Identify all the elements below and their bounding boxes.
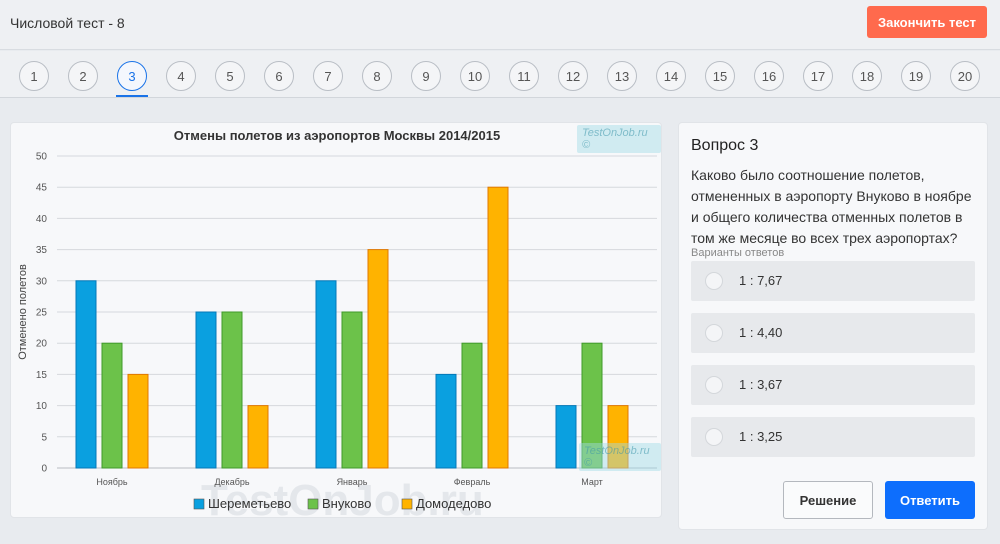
- bar: [367, 249, 389, 469]
- bar: [101, 342, 123, 469]
- y-tick-label: 45: [36, 183, 48, 194]
- x-tick-label: Декабрь: [214, 477, 249, 487]
- question-nav-item[interactable]: 10: [460, 61, 490, 91]
- question-nav-item[interactable]: 15: [705, 61, 735, 91]
- x-tick-label: Январь: [337, 477, 368, 487]
- finish-test-button[interactable]: Закончить тест: [867, 6, 987, 38]
- legend-label: Внуково: [322, 496, 371, 511]
- legend-swatch: [401, 498, 413, 510]
- question-nav-item[interactable]: 4: [166, 61, 196, 91]
- bar: [435, 373, 457, 469]
- y-tick-label: 5: [41, 432, 47, 443]
- answer-option[interactable]: 1 : 3,67: [691, 365, 975, 405]
- legend-label: Шереметьево: [208, 496, 291, 511]
- bar: [487, 186, 509, 469]
- bar: [555, 405, 577, 469]
- question-nav-item[interactable]: 9: [411, 61, 441, 91]
- watermark-badge-bottom: TestOnJob.ru ©: [579, 443, 661, 471]
- question-nav-item[interactable]: 17: [803, 61, 833, 91]
- question-nav-item[interactable]: 5: [215, 61, 245, 91]
- question-nav-item[interactable]: 14: [656, 61, 686, 91]
- legend-swatch: [307, 498, 319, 510]
- y-axis-label: Отменено полетов: [17, 264, 29, 360]
- y-tick-label: 15: [36, 370, 48, 381]
- submit-answer-button[interactable]: Ответить: [885, 481, 975, 519]
- bar: [127, 373, 149, 469]
- bar: [315, 280, 337, 469]
- radio-button[interactable]: [705, 324, 723, 342]
- y-tick-label: 30: [36, 276, 48, 287]
- question-nav-item[interactable]: 1: [19, 61, 49, 91]
- question-nav-item[interactable]: 19: [901, 61, 931, 91]
- question-title: Вопрос 3: [691, 137, 759, 154]
- top-bar: Числовой тест - 8 Закончить тест: [0, 0, 1000, 50]
- answer-text: 1 : 3,67: [739, 377, 783, 392]
- bar: [195, 311, 217, 469]
- question-nav-item[interactable]: 18: [852, 61, 882, 91]
- watermark-badge-top: TestOnJob.ru ©: [577, 125, 661, 153]
- bar-chart: TestOnJob.ru Отмены полетов из аэропортов…: [17, 128, 657, 518]
- y-tick-label: 10: [36, 401, 48, 412]
- y-tick-label: 25: [36, 308, 48, 319]
- question-panel: Вопрос 3 Каково было соотношение полетов…: [678, 122, 988, 530]
- answer-option[interactable]: 1 : 7,67: [691, 261, 975, 301]
- question-nav-item[interactable]: 6: [264, 61, 294, 91]
- variants-label: Варианты ответов: [691, 247, 785, 259]
- active-question-underline: [116, 95, 148, 97]
- question-nav-item[interactable]: 7: [313, 61, 343, 91]
- question-nav: 1 2 3 4 5 6 7 8 9 10 11 12 13 14 15 16 17 18 19 20: [0, 51, 1000, 98]
- question-nav-item[interactable]: 20: [950, 61, 980, 91]
- answer-text: 1 : 7,67: [739, 273, 783, 288]
- x-tick-label: Февраль: [454, 477, 491, 487]
- answer-text: 1 : 3,25: [739, 429, 783, 444]
- bar: [581, 342, 603, 469]
- answer-text: 1 : 4,40: [739, 325, 783, 340]
- bar: [75, 280, 97, 469]
- question-nav-item[interactable]: 8: [362, 61, 392, 91]
- answer-option[interactable]: 1 : 4,40: [691, 313, 975, 353]
- legend-swatch: [193, 498, 205, 510]
- legend-label: Домодедово: [416, 496, 491, 511]
- x-tick-label: Ноябрь: [96, 477, 128, 487]
- question-nav-item[interactable]: 2: [68, 61, 98, 91]
- bar: [341, 311, 363, 469]
- x-tick-label: Март: [581, 477, 603, 487]
- bar: [221, 311, 243, 469]
- y-tick-label: 50: [36, 152, 48, 163]
- test-title: Числовой тест - 8: [10, 15, 125, 31]
- y-tick-label: 35: [36, 245, 48, 256]
- radio-button[interactable]: [705, 376, 723, 394]
- y-tick-label: 20: [36, 339, 48, 350]
- question-nav-item[interactable]: 3: [117, 61, 147, 91]
- question-nav-item[interactable]: 13: [607, 61, 637, 91]
- y-tick-label: 0: [41, 464, 47, 475]
- bar: [607, 405, 629, 469]
- answer-option[interactable]: 1 : 3,25: [691, 417, 975, 457]
- bar: [247, 405, 269, 469]
- bar: [461, 342, 483, 469]
- radio-button[interactable]: [705, 272, 723, 290]
- chart-panel: TestOnJob.ru Отмены полетов из аэропортов…: [10, 122, 662, 518]
- question-nav-item[interactable]: 16: [754, 61, 784, 91]
- large-watermark: TestOnJob.ru: [201, 476, 484, 518]
- question-text: Каково было соотношение полетов, отменен…: [691, 167, 972, 246]
- question-nav-item[interactable]: 12: [558, 61, 588, 91]
- solution-button[interactable]: Решение: [783, 481, 873, 519]
- y-tick-label: 40: [36, 214, 48, 225]
- question-nav-item[interactable]: 11: [509, 61, 539, 91]
- chart-title: Отмены полетов из аэропортов Москвы 2014…: [174, 128, 500, 143]
- radio-button[interactable]: [705, 428, 723, 446]
